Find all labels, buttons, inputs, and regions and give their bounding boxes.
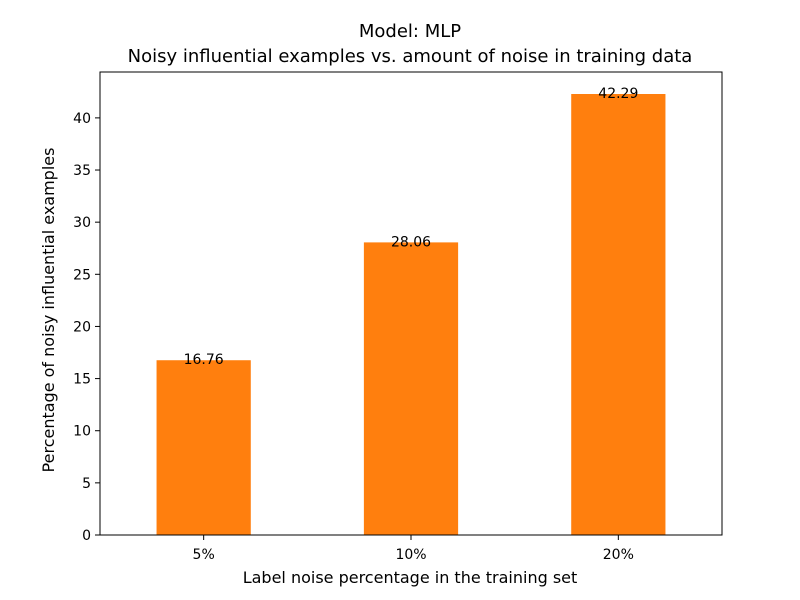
y-axis-ticks: 0 5 10 15 20 25 30 35 40	[73, 111, 100, 544]
chart-title: Model: MLP	[359, 21, 461, 42]
x-tick-label-2: 20%	[603, 547, 634, 563]
data-labels-group: 16.76 28.06 42.29	[184, 86, 639, 368]
y-tick-label-5: 25	[73, 267, 91, 283]
y-axis-label: Percentage of noisy influential examples	[39, 148, 58, 473]
x-tick-label-0: 5%	[193, 547, 215, 563]
x-tick-label-1: 10%	[395, 547, 426, 563]
x-axis-ticks: 5% 10% 20%	[193, 535, 634, 563]
y-tick-label-0: 0	[82, 528, 91, 544]
chart-subtitle: Noisy influential examples vs. amount of…	[128, 46, 693, 67]
plot-frame	[99, 71, 723, 536]
bar-2	[571, 94, 666, 535]
y-tick-label-7: 35	[73, 163, 91, 179]
y-tick-label-4: 20	[73, 319, 91, 335]
y-tick-label-1: 5	[82, 476, 91, 492]
data-label-1: 28.06	[391, 234, 431, 250]
bar-0	[156, 360, 251, 535]
y-tick-label-8: 40	[73, 111, 91, 127]
y-tick-label-3: 15	[73, 372, 91, 388]
x-axis-label: Label noise percentage in the training s…	[243, 568, 578, 587]
bars-group	[156, 94, 666, 536]
bar-1	[363, 242, 459, 536]
data-label-0: 16.76	[184, 352, 224, 368]
y-tick-label-2: 10	[73, 424, 91, 440]
data-label-2: 42.29	[598, 86, 638, 102]
y-tick-label-6: 30	[73, 215, 91, 231]
